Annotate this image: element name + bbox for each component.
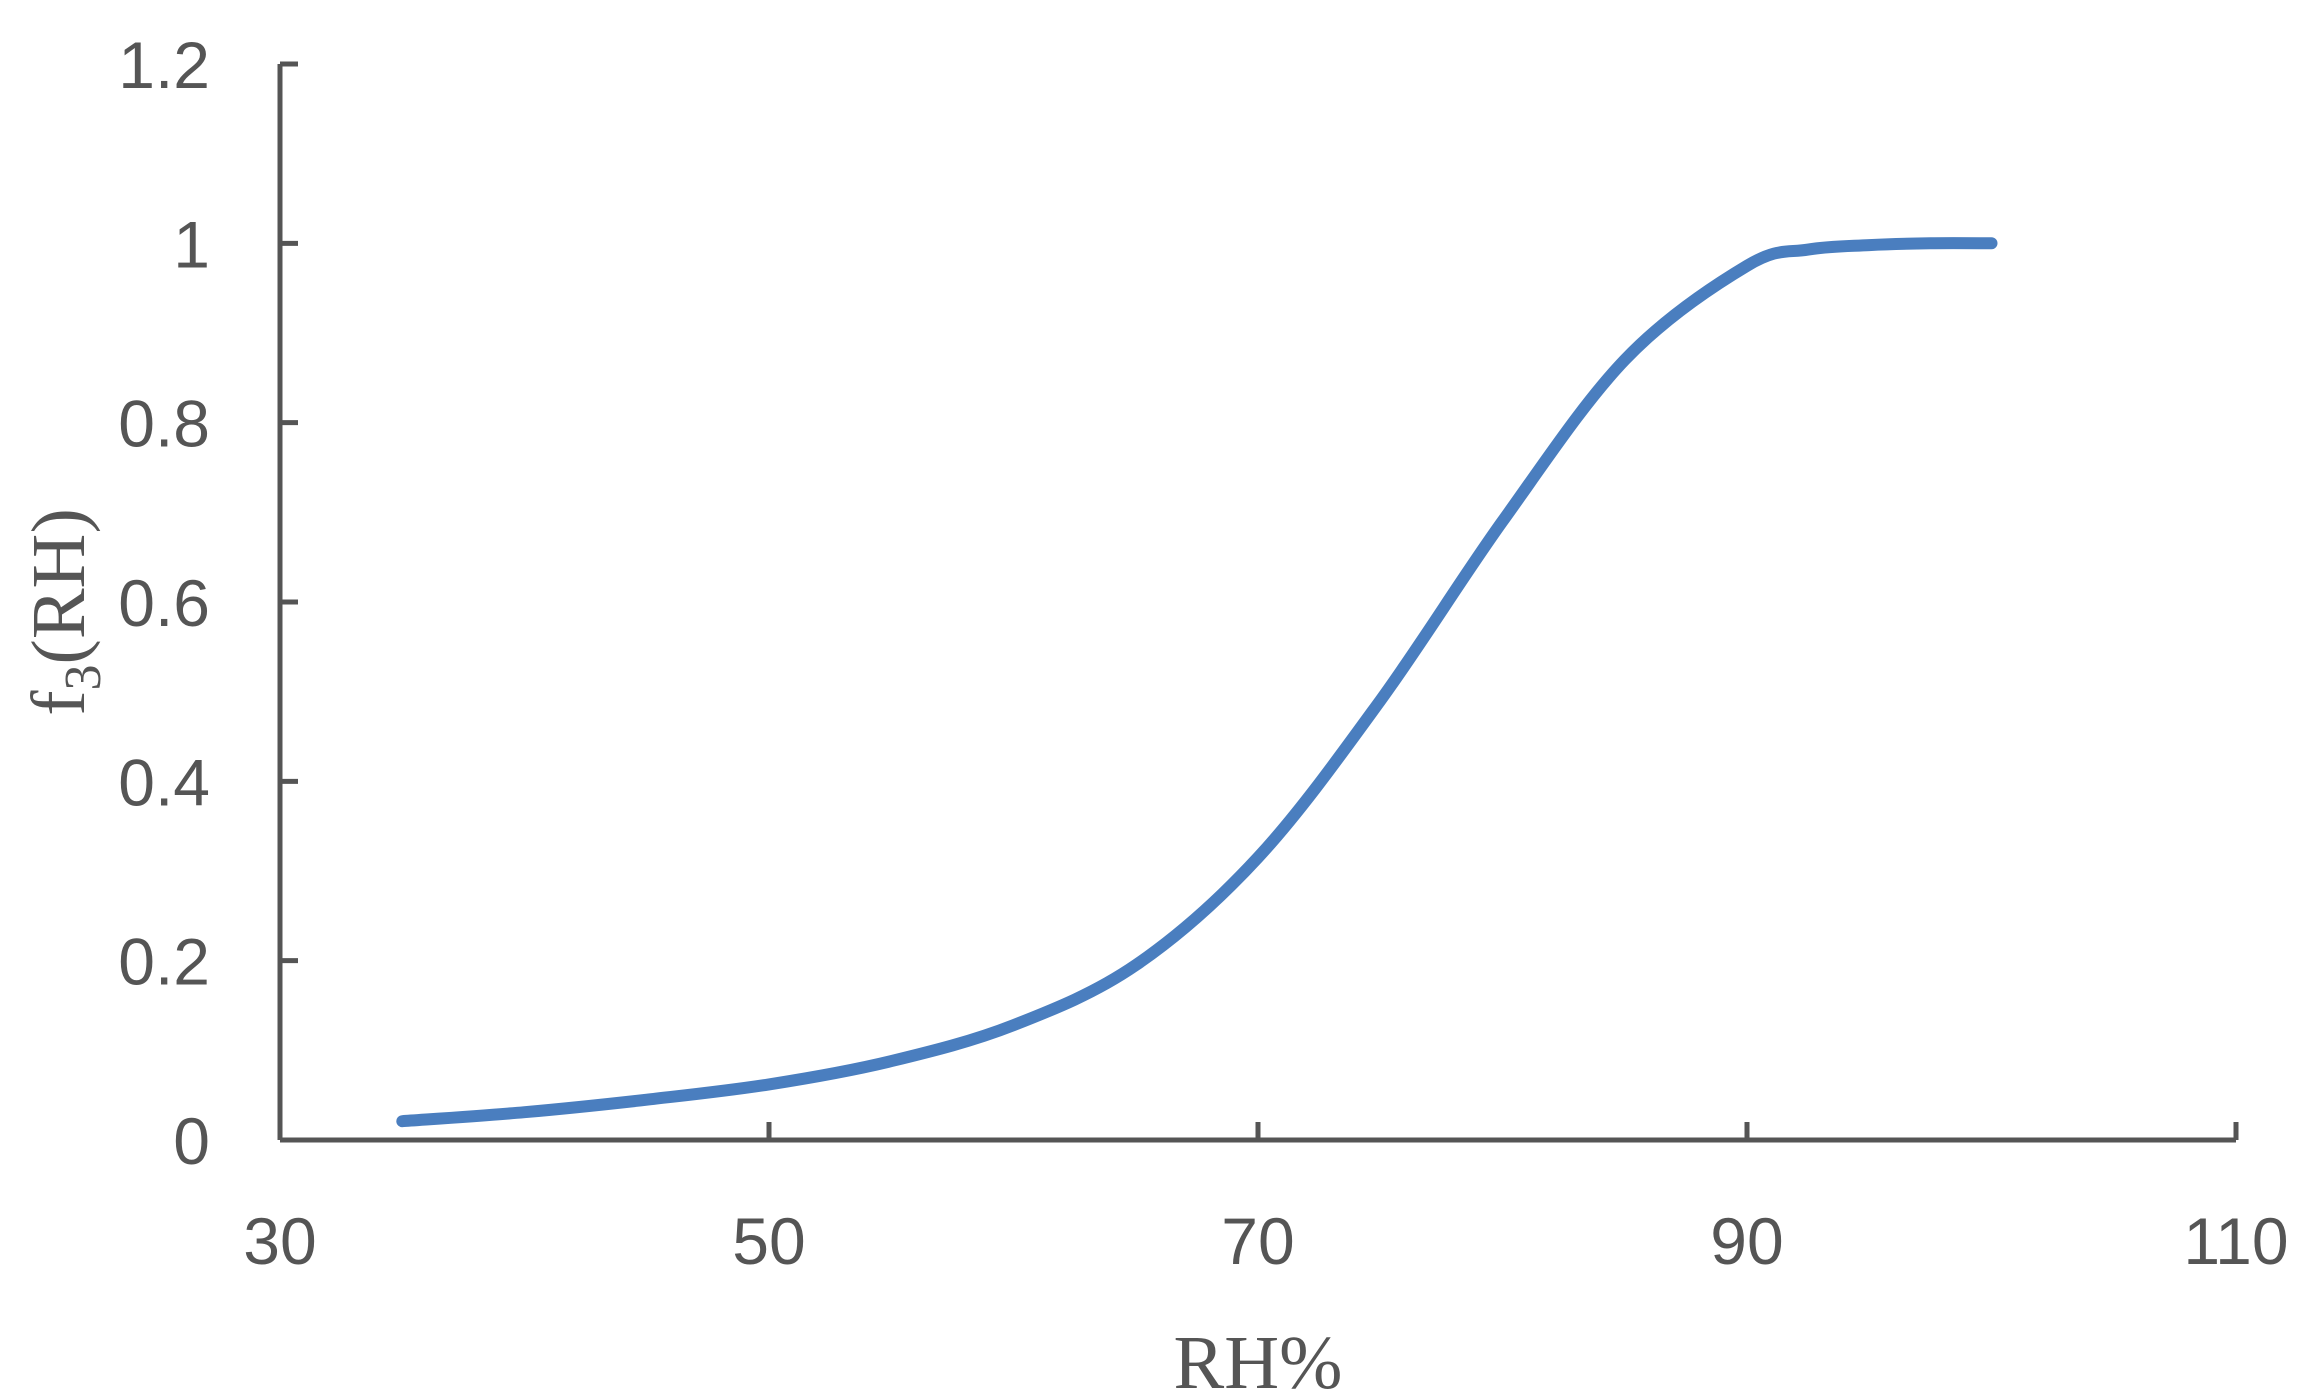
x-axis: 30 50 70 90 110: [243, 1122, 2289, 1278]
y-tick-label: 0: [173, 1104, 210, 1178]
y-tick-label: 0.8: [118, 387, 210, 461]
y-tick-label: 0.6: [118, 566, 210, 640]
y-axis: 0 0.2 0.4 0.6 0.8 1 1.2: [118, 28, 298, 1178]
x-ticks: 30 50 70 90 110: [243, 1122, 2289, 1278]
y-axis-title-subscript: 3: [55, 664, 112, 690]
x-tick-label: 90: [1710, 1204, 1783, 1278]
x-tick-label: 110: [2183, 1204, 2288, 1278]
y-ticks: 0 0.2 0.4 0.6 0.8 1 1.2: [118, 28, 298, 1178]
x-tick-label: 70: [1221, 1204, 1294, 1278]
series-line: [396, 237, 1998, 1128]
y-tick-label: 1: [173, 207, 210, 281]
y-axis-title-suffix: (RH): [17, 508, 101, 664]
x-tick-label: 50: [732, 1204, 805, 1278]
y-axis-title: f3(RH): [17, 508, 112, 716]
y-tick-label: 1.2: [118, 28, 210, 102]
y-axis-title-base: f: [17, 690, 101, 716]
y-tick-label: 0.4: [118, 745, 210, 819]
y-tick-label: 0.2: [118, 925, 210, 999]
x-tick-label: 30: [243, 1204, 316, 1278]
x-axis-title: RH%: [1174, 1321, 1343, 1400]
